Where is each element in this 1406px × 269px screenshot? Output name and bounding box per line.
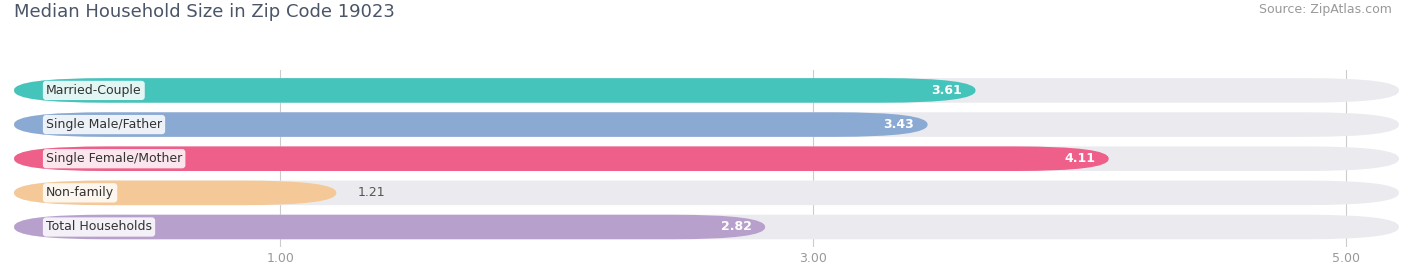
- FancyBboxPatch shape: [14, 78, 1399, 103]
- Text: Single Female/Mother: Single Female/Mother: [46, 152, 183, 165]
- Text: Total Households: Total Households: [46, 221, 152, 233]
- Text: 3.61: 3.61: [931, 84, 962, 97]
- Text: Source: ZipAtlas.com: Source: ZipAtlas.com: [1258, 3, 1392, 16]
- Text: Married-Couple: Married-Couple: [46, 84, 142, 97]
- Text: Non-family: Non-family: [46, 186, 114, 199]
- Text: 4.11: 4.11: [1064, 152, 1095, 165]
- Text: 3.43: 3.43: [883, 118, 914, 131]
- FancyBboxPatch shape: [14, 215, 1399, 239]
- FancyBboxPatch shape: [14, 180, 336, 205]
- FancyBboxPatch shape: [14, 78, 976, 103]
- Text: 1.21: 1.21: [357, 186, 385, 199]
- FancyBboxPatch shape: [14, 146, 1109, 171]
- FancyBboxPatch shape: [14, 180, 1399, 205]
- Text: 2.82: 2.82: [721, 221, 752, 233]
- FancyBboxPatch shape: [14, 112, 1399, 137]
- Text: Single Male/Father: Single Male/Father: [46, 118, 162, 131]
- FancyBboxPatch shape: [14, 112, 928, 137]
- FancyBboxPatch shape: [14, 146, 1399, 171]
- Text: Median Household Size in Zip Code 19023: Median Household Size in Zip Code 19023: [14, 3, 395, 21]
- FancyBboxPatch shape: [14, 215, 765, 239]
